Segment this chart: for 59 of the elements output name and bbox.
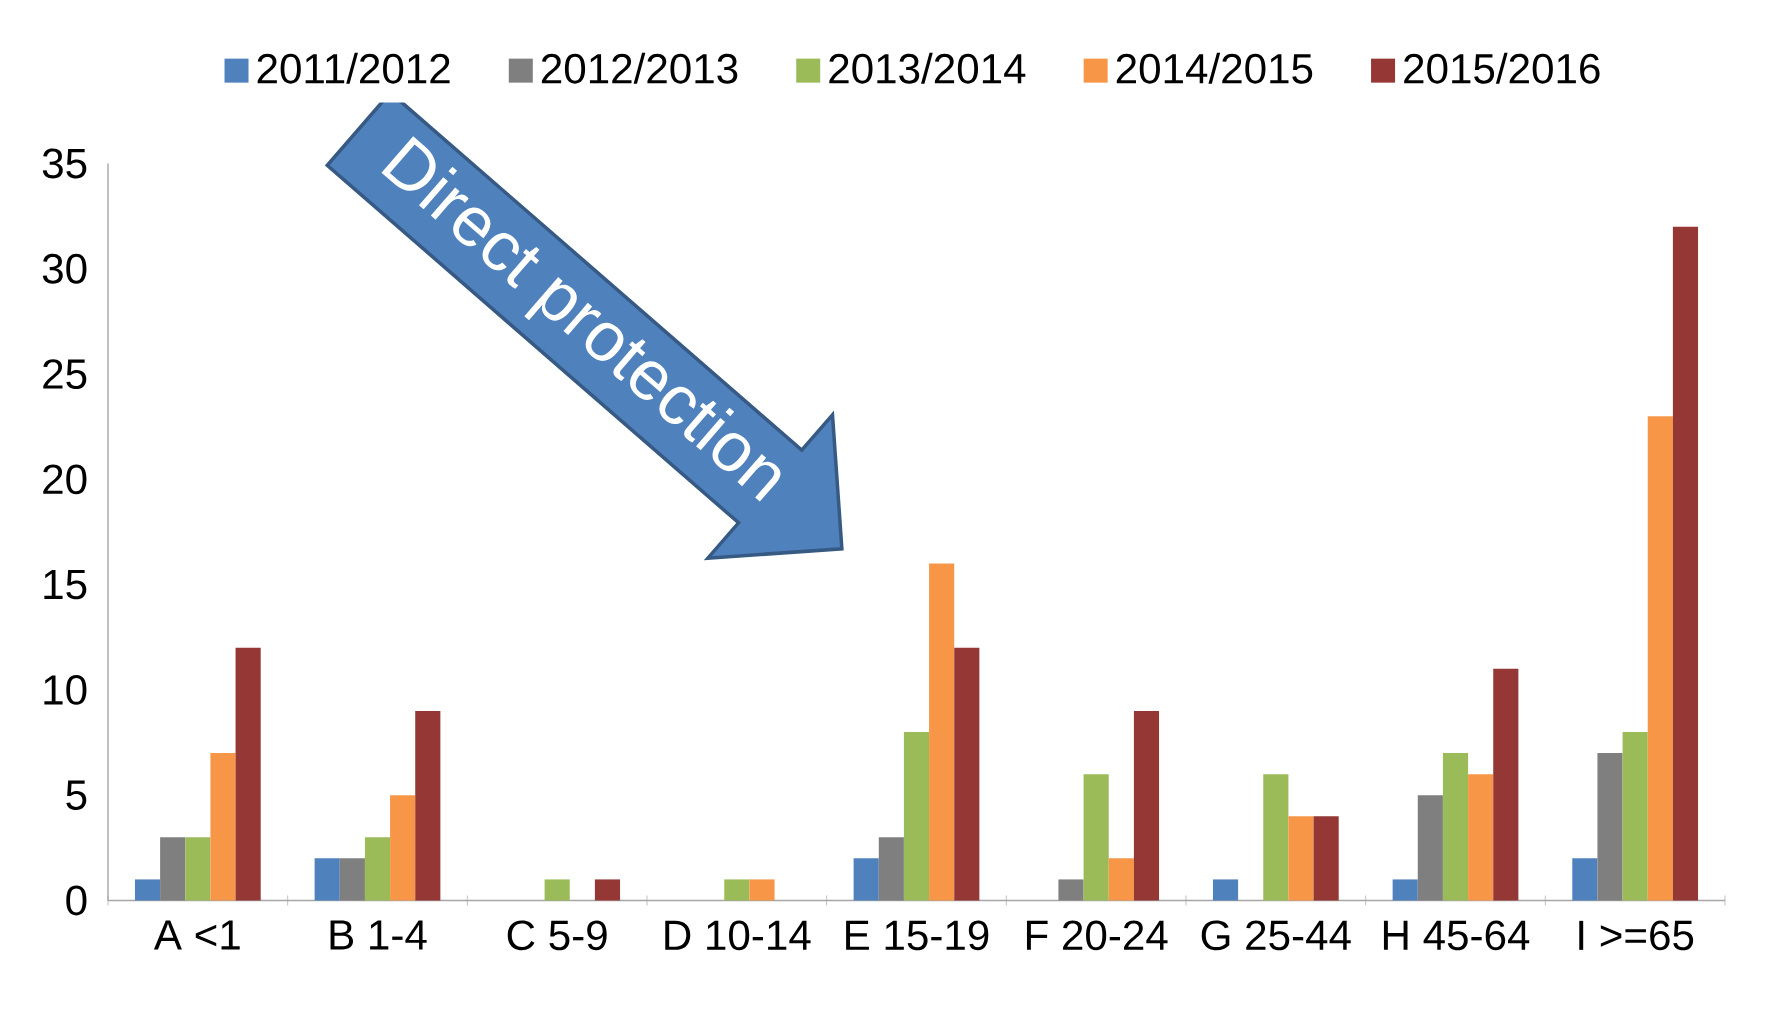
bar: [415, 710, 441, 901]
bar: [160, 837, 186, 901]
bar: [594, 879, 621, 901]
y-tick-label: 25: [43, 359, 87, 389]
bar: [1313, 816, 1339, 901]
bar: [1392, 879, 1418, 901]
y-tick-label: 0: [66, 885, 87, 916]
legend-label: 2011/2012: [257, 52, 450, 84]
x-tick-label: H 45-64: [1383, 920, 1530, 951]
bar: [1672, 226, 1699, 901]
bar: [1417, 795, 1443, 901]
bar: [235, 647, 261, 901]
bar: [724, 879, 750, 901]
bar: [544, 879, 570, 901]
x-tick-label: C 5-9: [507, 920, 607, 951]
bar: [1288, 816, 1314, 901]
x-tick-label: E 15-19: [846, 920, 989, 951]
bar: [1442, 753, 1469, 901]
bar: [185, 837, 211, 901]
x-tick-label: I >=65: [1579, 920, 1694, 951]
bar: [1083, 774, 1109, 901]
y-tick-label: 5: [66, 780, 87, 810]
bar: [1058, 879, 1084, 901]
bar: [314, 858, 340, 901]
bar: [954, 647, 980, 901]
x-tick-label: F 20-24: [1026, 920, 1168, 951]
bar: [390, 795, 416, 901]
bar: [1647, 416, 1673, 901]
y-tick-label: 35: [42, 148, 87, 179]
bar: [1212, 879, 1239, 901]
bar: [1108, 858, 1134, 901]
x-tick-label: D 10-14: [665, 920, 811, 951]
legend-label: 2013/2014: [829, 52, 1026, 84]
y-tick-label: 20: [43, 464, 87, 495]
x-tick-label: G 25-44: [1201, 920, 1351, 951]
y-tick-label: 15: [44, 569, 87, 600]
bar: [903, 732, 930, 901]
bar: [878, 837, 904, 901]
bar: [339, 858, 365, 901]
bar: [853, 858, 879, 901]
bar: [749, 879, 775, 901]
bar: [1572, 858, 1598, 901]
bar: [1622, 732, 1648, 901]
bar: [1133, 710, 1160, 901]
bar: [929, 563, 955, 901]
bar: [1468, 774, 1494, 901]
x-tick-label: A <1: [153, 920, 240, 950]
legend-label: 2015/2016: [1404, 52, 1600, 84]
bar: [134, 879, 161, 901]
legend-label: 2014/2015: [1116, 52, 1313, 84]
y-tick-label: 30: [42, 253, 87, 284]
legend-label: 2012/2013: [541, 52, 738, 84]
bar: [1493, 668, 1519, 901]
bar: [1263, 774, 1289, 901]
bar: [1597, 753, 1623, 901]
bar: [364, 837, 391, 901]
x-tick-label: B 1-4: [330, 920, 427, 950]
y-tick-label: 10: [44, 675, 87, 705]
bar: [210, 753, 236, 901]
